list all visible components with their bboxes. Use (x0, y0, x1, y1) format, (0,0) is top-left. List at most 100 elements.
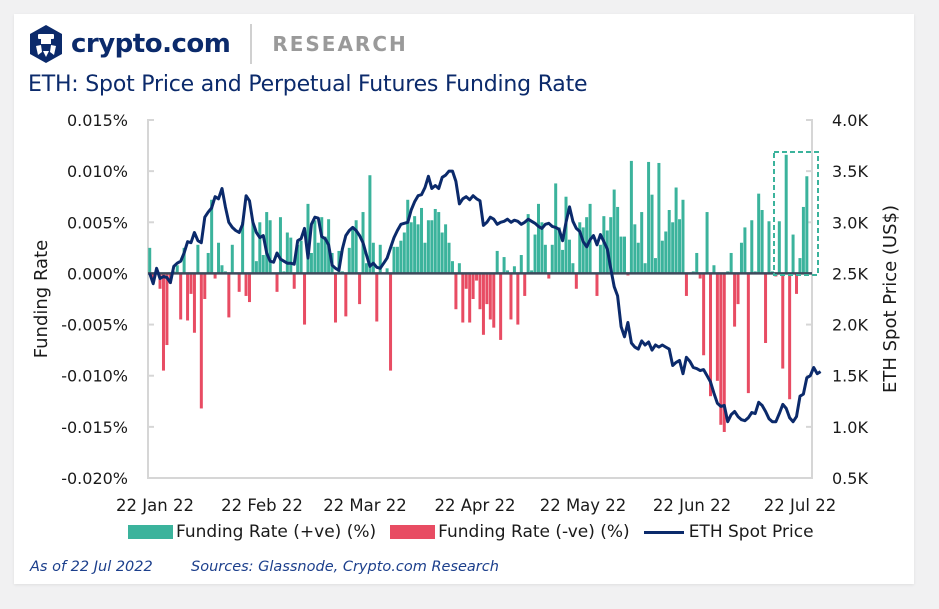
bar-negative (179, 273, 183, 320)
bar-positive (148, 247, 152, 274)
bar-positive (217, 242, 221, 274)
bar-negative (702, 273, 706, 356)
bar-positive (196, 244, 200, 274)
bar-negative (488, 273, 492, 320)
bar-positive (278, 217, 282, 274)
bar-positive (413, 216, 417, 274)
bar-negative (722, 273, 726, 432)
x-tick-label: 22 Jun 22 (653, 496, 731, 515)
bar-positive (347, 247, 351, 274)
bar-positive (609, 217, 613, 274)
chart-title: ETH: Spot Price and Perpetual Futures Fu… (28, 72, 588, 97)
bar-negative (389, 273, 393, 371)
legend-item-positive: Funding Rate (+ve) (%) (128, 522, 376, 542)
bar-negative (303, 273, 307, 325)
y2-tick-label: 0.5K (832, 469, 868, 488)
bar-negative (481, 273, 485, 335)
y-tick-label: 0.000% (67, 264, 128, 283)
y-tick-label: 0.015% (67, 111, 128, 130)
bar-negative (344, 273, 348, 317)
bar-negative (719, 273, 723, 425)
bar-positive (285, 232, 289, 274)
bar-positive (309, 252, 313, 274)
bar-positive (743, 227, 747, 274)
bar-positive (550, 244, 554, 274)
x-tick-label: 22 Mar 22 (323, 496, 407, 515)
bar-positive (598, 244, 602, 274)
bar-positive (399, 240, 403, 274)
bar-negative (203, 273, 207, 299)
bar-positive (444, 224, 448, 274)
bar-negative (151, 273, 155, 279)
bar-negative (358, 273, 362, 305)
bar-positive (739, 242, 743, 274)
bar-positive (368, 175, 372, 274)
bar-positive (512, 266, 516, 274)
bar-positive (261, 255, 265, 274)
bar-positive (364, 263, 368, 274)
bar-negative (781, 273, 785, 369)
x-tick-label: 22 May 22 (540, 496, 627, 515)
price-line-group (148, 169, 822, 424)
x-tick-label: 22 Feb 22 (221, 496, 303, 515)
bar-positive (533, 234, 537, 274)
y2-tick-label: 3.0K (832, 213, 868, 232)
bar-positive (230, 244, 234, 274)
bar-positive (643, 263, 647, 274)
y-tick-label: -0.010% (61, 367, 128, 386)
bar-negative (192, 273, 196, 333)
labels-group: 0.015% 0.010% 0.005% 0.000% -0.005% -0.010% -0… (31, 111, 901, 515)
bar-positive (564, 196, 568, 274)
bar-positive (395, 246, 399, 274)
y-tick-label: 0.010% (67, 162, 128, 181)
bar-positive (657, 162, 661, 274)
bar-negative (275, 273, 279, 292)
legend-swatch-line (643, 530, 684, 534)
y-tick-label: -0.020% (61, 469, 128, 488)
bar-positive (351, 227, 355, 274)
bar-positive (760, 210, 764, 274)
bar-negative (709, 273, 713, 397)
bar-positive (457, 263, 461, 274)
bar-negative (158, 273, 162, 289)
bar-positive (519, 255, 523, 274)
bar-positive (371, 242, 375, 274)
bar-positive (392, 246, 396, 274)
brand-section: RESEARCH (272, 32, 408, 56)
bar-negative (746, 273, 750, 394)
bar-positive (320, 217, 324, 274)
bar-positive (650, 194, 654, 274)
bar-negative (199, 273, 203, 409)
bar-negative (213, 273, 217, 279)
bar-negative (485, 273, 489, 305)
bar-negative (464, 273, 468, 289)
bar-negative (733, 273, 737, 327)
bar-negative (795, 273, 799, 294)
bar-negative (189, 273, 193, 294)
bar-positive (805, 176, 809, 274)
bar-positive (440, 232, 444, 274)
legend-swatch-negative (390, 525, 436, 539)
bar-positive (210, 199, 214, 274)
bar-positive (784, 154, 788, 274)
bar-positive (636, 242, 640, 274)
bar-positive (619, 236, 623, 274)
bar-negative (547, 273, 551, 279)
bar-positive (258, 222, 262, 274)
bar-negative (247, 273, 251, 303)
bar-negative (492, 273, 496, 328)
bar-positive (671, 222, 675, 274)
bar-negative (292, 273, 296, 289)
bar-positive (678, 219, 682, 274)
bar-positive (540, 222, 544, 274)
bar-positive (409, 222, 413, 274)
footer-sources: Sources: Glassnode, Crypto.com Research (191, 559, 499, 575)
bar-negative (574, 273, 578, 289)
bar-positive (506, 270, 510, 274)
bar-positive (450, 261, 454, 274)
bar-positive (543, 244, 547, 274)
bar-positive (182, 247, 186, 274)
bar-positive (265, 212, 269, 274)
bar-negative (736, 273, 740, 305)
legend-item-negative: Funding Rate (-ve) (%) (390, 522, 630, 542)
